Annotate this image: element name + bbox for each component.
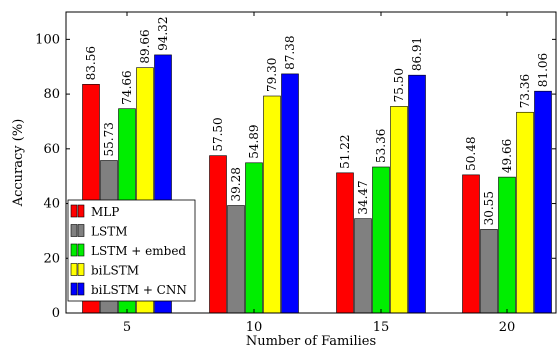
y-tick-label: 100 xyxy=(35,32,60,47)
bar xyxy=(408,74,426,314)
legend-swatch xyxy=(70,224,78,237)
data-label: 75.50 xyxy=(392,68,406,102)
y-tick-label: 0 xyxy=(52,306,60,321)
bar xyxy=(263,95,281,314)
data-label: 86.91 xyxy=(410,37,424,71)
data-label: 81.06 xyxy=(536,53,550,87)
data-label: 89.66 xyxy=(138,29,152,63)
data-label: 87.38 xyxy=(283,36,297,70)
legend-label: biLSTM + CNN xyxy=(91,283,187,297)
data-label: 51.22 xyxy=(338,134,352,168)
data-label: 30.55 xyxy=(482,191,496,225)
legend-swatch xyxy=(70,282,78,296)
data-label: 83.56 xyxy=(84,46,98,80)
data-label: 34.47 xyxy=(356,180,370,214)
y-tick-label: 40 xyxy=(43,197,60,212)
legend-label: LSTM + embed xyxy=(91,244,186,258)
bar xyxy=(498,176,516,314)
bar xyxy=(336,172,354,314)
x-tick-label: 20 xyxy=(499,320,516,335)
x-tick-label: 10 xyxy=(246,320,263,335)
legend-swatch xyxy=(77,204,85,218)
bar xyxy=(390,106,408,314)
data-label: 73.36 xyxy=(518,74,532,108)
data-label: 50.48 xyxy=(464,137,478,171)
bar xyxy=(516,111,534,314)
bar xyxy=(534,90,552,314)
bar xyxy=(462,174,480,314)
legend-label: biLSTM xyxy=(91,264,139,278)
axes-frame xyxy=(65,11,557,314)
legend-box xyxy=(67,199,196,302)
legend-swatch xyxy=(70,204,78,218)
bar xyxy=(227,205,245,314)
legend-label: MLP xyxy=(91,205,119,219)
data-label: 55.73 xyxy=(102,122,116,156)
x-tick-label: 5 xyxy=(123,320,131,335)
data-label: 54.89 xyxy=(247,124,261,158)
data-label: 39.28 xyxy=(229,167,243,201)
legend-swatch xyxy=(77,263,85,276)
legend: MLP LSTM LSTM + embed biLSTM biLSTM + CNN xyxy=(67,199,196,302)
bar xyxy=(245,162,263,314)
y-axis-title: Accuracy (%) xyxy=(11,119,26,208)
legend-swatch xyxy=(70,263,78,276)
data-label: 79.30 xyxy=(265,58,279,92)
x-axis: 5 10 15 20 xyxy=(123,12,515,335)
legend-swatch xyxy=(77,243,85,257)
y-tick-label: 20 xyxy=(43,251,60,266)
data-label: 94.32 xyxy=(156,17,170,51)
data-labels-layer: 83.56 55.73 74.66 89.66 94.32 57.50 39.28 54.89… xyxy=(84,17,550,226)
bar xyxy=(480,229,498,314)
data-label: 49.66 xyxy=(500,139,514,173)
legend-swatch xyxy=(77,282,85,296)
y-tick-label: 80 xyxy=(43,87,60,102)
x-axis-title: Number of Families xyxy=(246,334,376,349)
legend-label: LSTM xyxy=(91,225,127,239)
bar xyxy=(354,218,372,314)
data-label: 53.36 xyxy=(374,129,388,163)
legend-swatch xyxy=(77,224,85,237)
bar xyxy=(281,73,299,314)
bar xyxy=(372,166,390,314)
x-tick-label: 15 xyxy=(373,320,390,335)
y-axis: 0 20 40 60 80 100 xyxy=(35,32,556,321)
data-label: 74.66 xyxy=(120,70,134,104)
bar xyxy=(209,155,227,314)
data-label: 57.50 xyxy=(211,117,225,151)
y-tick-label: 60 xyxy=(43,142,60,157)
legend-swatch xyxy=(70,243,78,257)
